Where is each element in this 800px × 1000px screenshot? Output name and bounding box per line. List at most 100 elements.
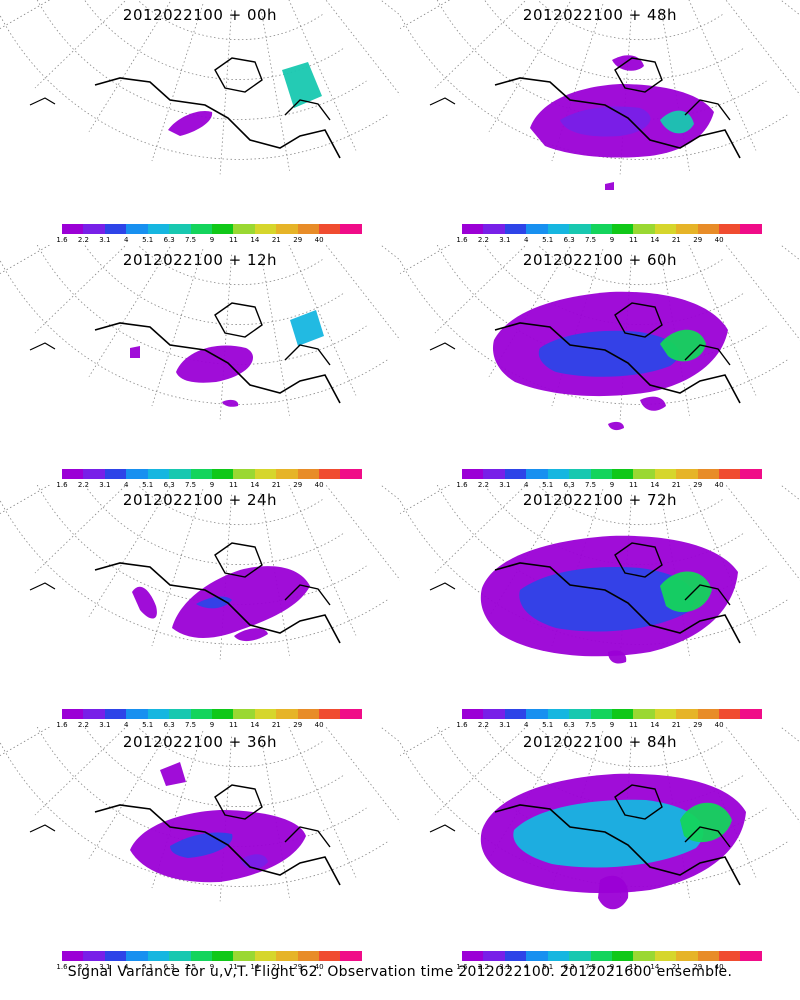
- latitude-line: [36, 0, 367, 120]
- colorbar-tick-label: 3.1: [499, 963, 511, 971]
- colorbar-segment: [676, 951, 698, 961]
- colorbar-tick-label: 9: [209, 236, 215, 244]
- polar-map: [0, 485, 400, 660]
- meridian-line: [380, 485, 400, 501]
- colorbar-tick-label: 40: [314, 236, 324, 244]
- colorbar-segment: [633, 469, 655, 479]
- colorbar-segment: [719, 951, 741, 961]
- colorbar-tick-label: 7.5: [184, 236, 197, 244]
- colorbar-tick-label: 1.6: [56, 236, 68, 244]
- polar-map: [0, 0, 400, 175]
- colorbar-tick-label: 2.2: [77, 963, 89, 971]
- colorbar-tick-label: 5.1: [142, 236, 154, 244]
- colorbar-segment: [740, 224, 762, 234]
- colorbar-segment: [104, 709, 127, 719]
- colorbar-segment: [719, 469, 741, 479]
- colorbar-segment: [319, 951, 341, 961]
- colorbar-tick-label: 1.6: [456, 721, 468, 729]
- colorbar-tick-label: 14: [250, 236, 260, 244]
- meridian-line: [725, 0, 800, 96]
- colorbar-tick-label: 40: [714, 721, 724, 729]
- arctic-islands: [614, 302, 663, 338]
- meridian-line: [0, 485, 51, 515]
- latitude-line: [537, 0, 723, 41]
- colorbar-segment: [590, 469, 612, 479]
- meridian-line: [0, 245, 51, 275]
- forecast-panel: 2012022100 + 36h 1.6 2.2 3.1 4 5.1 6.3 7.5 9 11 14…: [0, 727, 400, 971]
- latitude-line: [400, 741, 789, 887]
- colorbar-tick-label: 4: [524, 236, 529, 244]
- latitude-line: [537, 485, 723, 526]
- meridian-line: [0, 727, 51, 757]
- colorbar-tick-label: 7.5: [584, 481, 597, 489]
- panel-title: 2012022100 + 12h: [122, 251, 278, 269]
- latitude-line: [36, 485, 367, 605]
- polar-map: [0, 727, 400, 902]
- colorbar-segment: [590, 951, 612, 961]
- colorbar-tick-label: 29: [293, 236, 303, 244]
- colorbar-segment: [569, 224, 591, 234]
- colorbar-tick-label: 11: [228, 236, 238, 244]
- variance-contour: [640, 396, 666, 411]
- forecast-panel: 2012022100 + 24h 1.6 2.2 3.1 4 5.1 6.3 7.5 9 11 14…: [0, 485, 400, 729]
- colorbar-tick-label: 4: [524, 481, 529, 489]
- colorbar-segment: [462, 224, 484, 234]
- colorbar-tick-label: 2.2: [77, 236, 89, 244]
- colorbar-labels: 1.6 2.2 3.1 4 5.1 6.3 7.5 9 11 14 21 29 40: [456, 236, 762, 245]
- colorbar-tick-label: 40: [714, 481, 724, 489]
- arctic-islands: [214, 302, 263, 338]
- meridian-line: [380, 245, 400, 261]
- colorbar-tick-label: 2.2: [477, 236, 489, 244]
- colorbar-segment: [483, 951, 505, 961]
- colorbar-tick-label: 21: [671, 236, 681, 244]
- colorbar-segment: [319, 709, 341, 719]
- colorbar-tick-label: 6.3: [563, 481, 575, 489]
- colorbar-tick-label: 6.3: [563, 236, 575, 244]
- colorbar-tick-label: 7.5: [184, 481, 197, 489]
- variance-contour: [538, 330, 680, 377]
- colorbar-tick-label: 2.2: [477, 721, 489, 729]
- meridian-line: [260, 735, 290, 898]
- colorbar-tick-label: 7.5: [184, 721, 197, 729]
- colorbar-segment: [719, 709, 741, 719]
- colorbar-tick-label: 1.6: [456, 481, 468, 489]
- colorbar-segment: [569, 469, 591, 479]
- colorbar-segment: [547, 951, 570, 961]
- coastline: [494, 804, 741, 886]
- colorbar-segment: [569, 709, 591, 719]
- colorbar-labels: 1.6 2.2 3.1 4 5.1 6.3 7.5 9 11 14 21 29 40: [56, 963, 362, 972]
- arctic-islands: [214, 542, 263, 578]
- colorbar-tick-label: 11: [228, 721, 238, 729]
- colorbar-segment: [462, 469, 484, 479]
- colorbar-segment: [740, 951, 762, 961]
- greenland-coast: [684, 584, 731, 606]
- colorbar-segment: [190, 951, 212, 961]
- latitude-line: [84, 727, 345, 807]
- colorbar-labels: 1.6 2.2 3.1 4 5.1 6.3 7.5 9 11 14 21 29 40: [456, 481, 762, 490]
- arctic-islands: [614, 784, 663, 820]
- colorbar-segment: [169, 224, 191, 234]
- colorbar-segment: [276, 469, 298, 479]
- colorbar-segment: [340, 951, 362, 961]
- colorbar-tick-label: 29: [693, 481, 703, 489]
- colorbar-tick-label: 9: [209, 963, 215, 971]
- meridian-line: [400, 485, 451, 515]
- colorbar-tick-label: 1.6: [56, 721, 68, 729]
- colorbar-segment: [483, 469, 505, 479]
- variance-contour: [160, 762, 186, 786]
- polar-map: [400, 727, 800, 910]
- latitude-line: [137, 245, 323, 286]
- colorbar-tick-label: 21: [671, 721, 681, 729]
- colorbar-tick-label: 4: [124, 721, 129, 729]
- meridian-line: [219, 9, 233, 175]
- latitude-line: [400, 499, 789, 645]
- meridian-line: [288, 245, 357, 396]
- greenland-coast: [684, 99, 731, 121]
- meridian-line: [151, 489, 204, 647]
- colorbar-segment: [233, 709, 255, 719]
- polar-map: [400, 485, 800, 664]
- colorbar-segment: [147, 951, 170, 961]
- latitude-line: [400, 259, 789, 405]
- colorbar-tick-label: 3.1: [99, 721, 111, 729]
- asia-coast: [29, 97, 56, 106]
